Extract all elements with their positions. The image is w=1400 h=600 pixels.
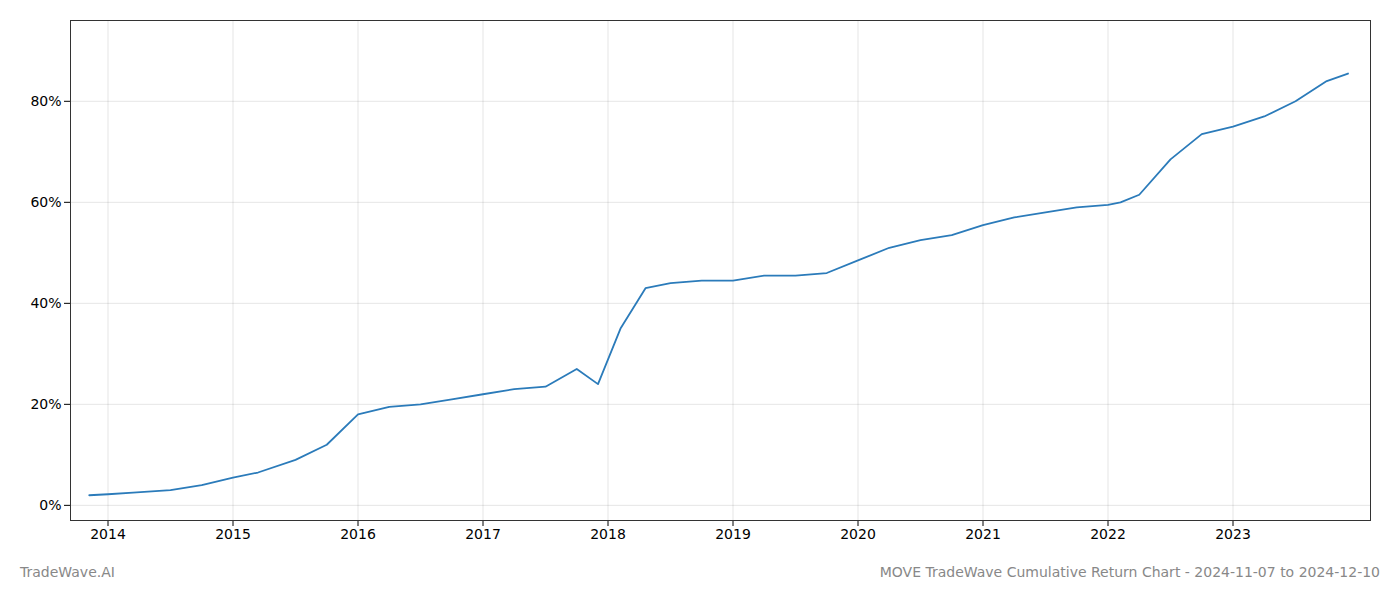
svg-text:60%: 60% bbox=[30, 194, 61, 210]
svg-text:2016: 2016 bbox=[340, 526, 376, 542]
svg-text:0%: 0% bbox=[39, 497, 61, 513]
svg-text:2022: 2022 bbox=[1090, 526, 1126, 542]
svg-text:40%: 40% bbox=[30, 295, 61, 311]
svg-text:80%: 80% bbox=[30, 93, 61, 109]
svg-text:2015: 2015 bbox=[215, 526, 251, 542]
svg-text:2023: 2023 bbox=[1215, 526, 1251, 542]
html-text:TradeWave.AI: TradeWave.AI bbox=[20, 564, 115, 580]
svg-text:2017: 2017 bbox=[465, 526, 501, 542]
svg-text:2014: 2014 bbox=[90, 526, 126, 542]
svg-text:2020: 2020 bbox=[840, 526, 876, 542]
svg-text:2018: 2018 bbox=[590, 526, 626, 542]
svg-text:2021: 2021 bbox=[965, 526, 1001, 542]
html-text:MOVE TradeWave Cumulative Retu: MOVE TradeWave Cumulative Return Chart -… bbox=[879, 564, 1380, 580]
svg-text:2019: 2019 bbox=[715, 526, 751, 542]
svg-text:20%: 20% bbox=[30, 396, 61, 412]
